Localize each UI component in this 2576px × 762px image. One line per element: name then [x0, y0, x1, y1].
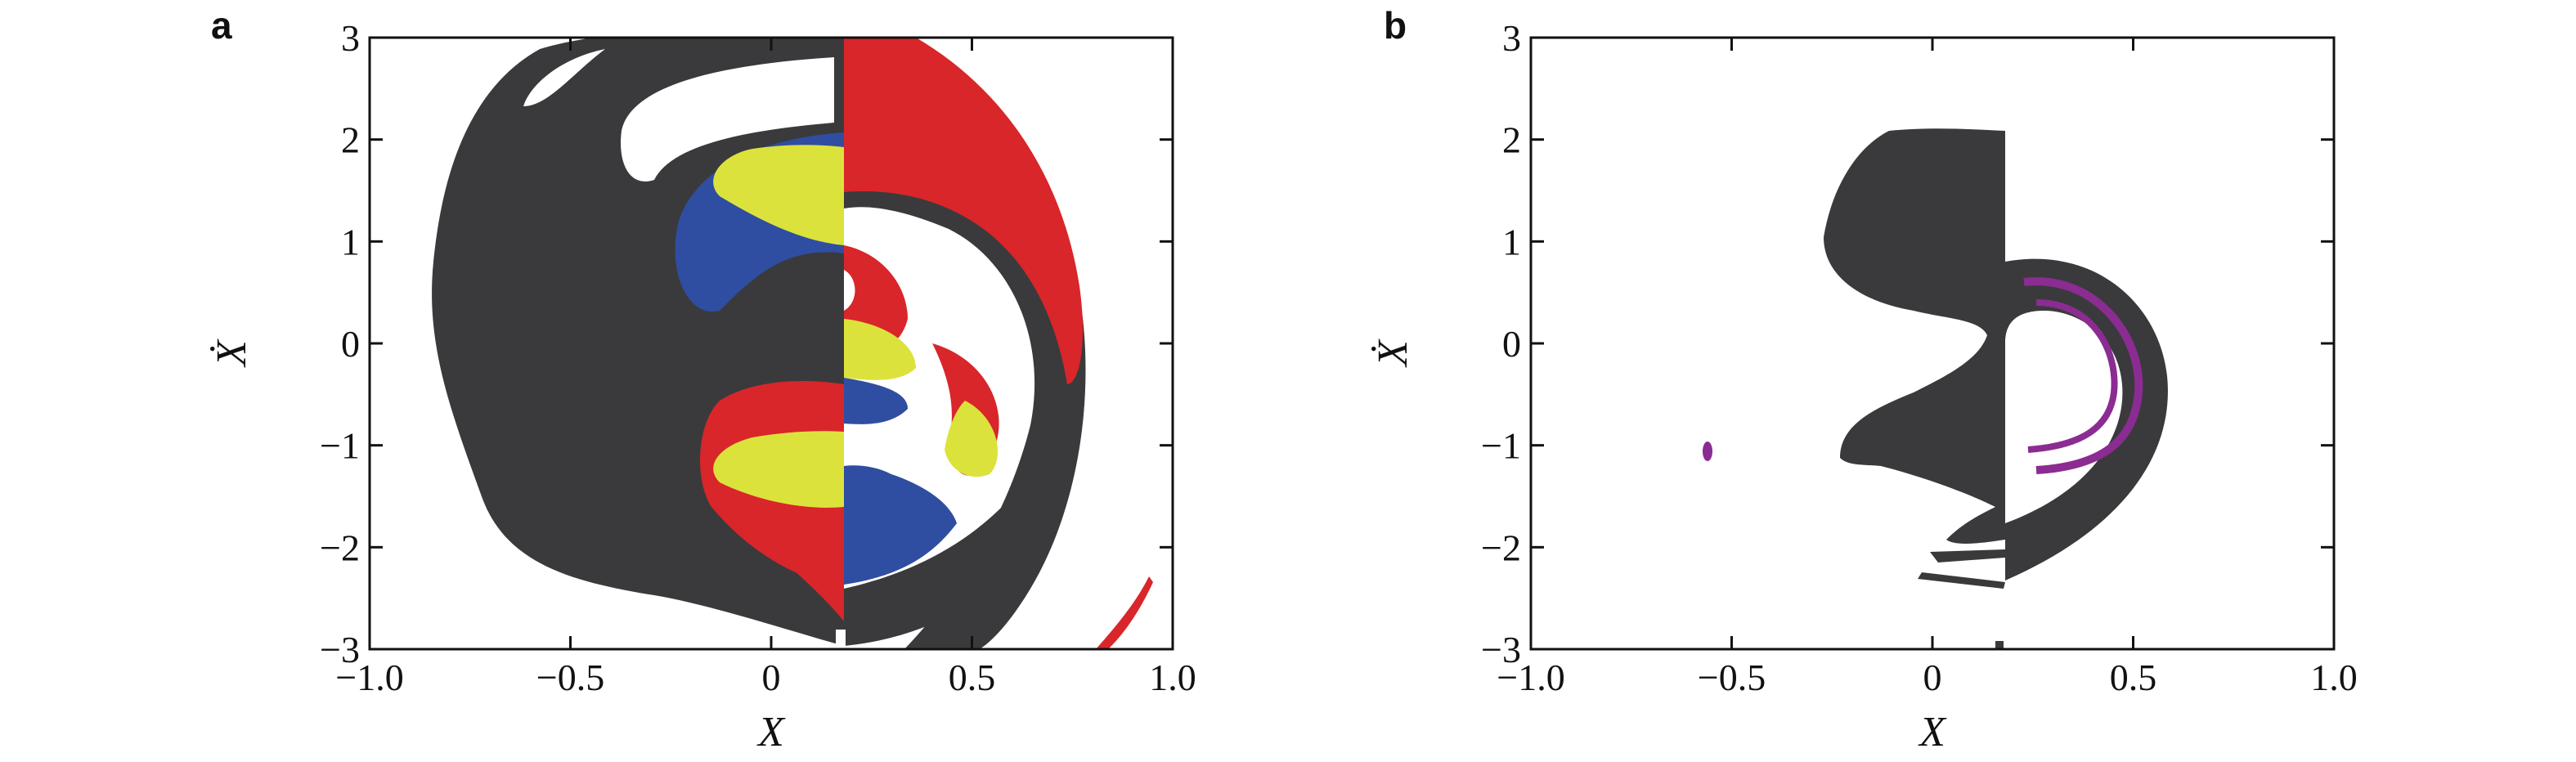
panel-a-xtick-label: 0.5: [949, 657, 996, 698]
panel-a-blue-middle: [844, 378, 908, 424]
panel-b-purple-arc-outer: [2023, 277, 2143, 474]
panel-b-ticks: −1.0 −0.5 0 0.5 1.0 3 2 1 0 −1 −2 −3: [1481, 17, 2358, 698]
panel-a-yellow-middle: [844, 319, 916, 380]
panel-b-ytick-label: 2: [1502, 119, 1521, 161]
panel-b-purple-dot: [1703, 442, 1712, 461]
panel-a-yellow-upper: [713, 145, 844, 245]
panel-b-purple-arc-inner: [2027, 299, 2118, 453]
panel-a-blue-lower: [844, 465, 957, 585]
panel-b-xtick-label: 0.5: [2110, 657, 2157, 698]
panel-a-white-gap: [836, 630, 846, 649]
panel-a-yellow-lower: [713, 431, 844, 508]
panel-b-ytick-label: 0: [1502, 323, 1521, 365]
panel-b-xlabel: X: [1918, 709, 1947, 755]
panel-a-red-corner-stroke: [1096, 576, 1153, 649]
panel-b-dark-left: [1824, 128, 2005, 544]
panel-a-ytick-label: −3: [320, 629, 360, 670]
panel-b-ytick-label: 3: [1502, 17, 1521, 59]
panel-a-red-right: [844, 38, 1084, 384]
panel-b-plot: −1.0 −0.5 0 0.5 1.0 3 2 1 0 −1 −2 −3 X Ẋ: [1370, 17, 2358, 755]
panel-a-ticks: −1.0 −0.5 0 0.5 1.0 3 2 1 0 −1 −2 −3: [320, 17, 1196, 698]
panel-b-ylabel: Ẋ: [1370, 338, 1416, 368]
panel-b-xtick-label: −1.0: [1497, 657, 1564, 698]
panel-a-red-bottom-triangle: [720, 507, 844, 621]
panel-a-ytick-label: 0: [341, 323, 360, 365]
panel-b-ytick-label: −1: [1481, 425, 1521, 467]
panel-a-xtick-label: −1.0: [335, 657, 403, 698]
panel-a-ylabel: Ẋ: [209, 338, 255, 368]
panel-a-ytick-label: −2: [320, 527, 360, 568]
panel-a-xtick-label: 0: [762, 657, 781, 698]
panel-a-ytick-label: 3: [341, 17, 360, 59]
panel-b-xtick-label: 1.0: [2310, 657, 2358, 698]
panel-a-letter: a: [211, 4, 232, 47]
panel-b-xtick-label: 0: [1923, 657, 1942, 698]
panel-b-white-C-inner: [2044, 319, 2107, 433]
panel-b-ytick-label: −2: [1481, 527, 1521, 568]
panel-a-yellow-right: [945, 401, 998, 477]
panel-b-dark-streak-1: [1930, 549, 2005, 563]
panel-a-white-notch-1: [523, 49, 605, 106]
panel-b-dark-streak-2: [1918, 572, 2005, 589]
panel-b-basins: [1531, 38, 2334, 649]
panel-a-dark-lower-band: [844, 474, 1063, 646]
panel-a-ytick-label: 1: [341, 221, 360, 262]
panel-a-xtick-label: −0.5: [536, 657, 604, 698]
panel-b-xtick-label: −0.5: [1698, 657, 1766, 698]
panel-b-ytick-label: 1: [1502, 221, 1521, 262]
panel-b-letter: b: [1384, 4, 1407, 47]
panel-a-xlabel: X: [756, 709, 786, 755]
panel-b-ytick-label: −3: [1481, 629, 1521, 670]
panel-a-basins: [370, 38, 1173, 649]
panel-a-ytick-label: 2: [341, 119, 360, 161]
panel-a-ytick-label: −1: [320, 425, 360, 467]
panel-b-dark-speck: [1995, 641, 2004, 649]
panel-a-plot: −1.0 −0.5 0 0.5 1.0 3 2 1 0 −1 −2 −3 X Ẋ: [209, 17, 1196, 755]
panel-a-xtick-label: 1.0: [1149, 657, 1196, 698]
panel-a-white-notch-2: [621, 57, 834, 182]
